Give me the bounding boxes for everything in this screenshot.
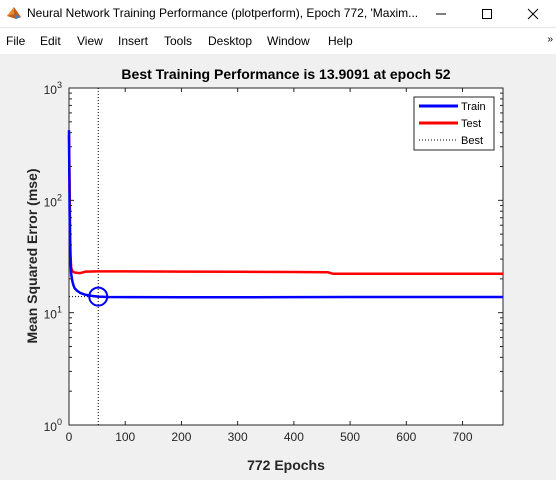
x-tick-label: 500 bbox=[340, 430, 360, 444]
menu-bar: File Edit View Insert Tools Desktop Wind… bbox=[0, 28, 556, 54]
title-bar: Neural Network Training Performance (plo… bbox=[0, 0, 556, 28]
performance-chart: 0 100 200 300 400 500 600 700 100 101 102 103 Best … bbox=[24, 66, 504, 473]
legend: Train Test Best bbox=[413, 96, 495, 151]
x-tick-label: 100 bbox=[115, 430, 135, 444]
y-tick-label: 103 bbox=[44, 80, 62, 97]
x-tick-label: 600 bbox=[396, 430, 416, 444]
x-tick-label: 200 bbox=[171, 430, 191, 444]
menu-help[interactable]: Help bbox=[328, 34, 353, 48]
x-tick-label: 700 bbox=[453, 430, 473, 444]
menu-file[interactable]: File bbox=[6, 34, 26, 48]
menu-view[interactable]: View bbox=[77, 34, 103, 48]
maximize-button[interactable] bbox=[464, 0, 510, 27]
legend-train-label: Train bbox=[461, 101, 486, 113]
minimize-icon bbox=[436, 13, 446, 14]
best-point-marker bbox=[88, 286, 109, 307]
x-tick-label: 300 bbox=[228, 430, 248, 444]
figure-area: 0 100 200 300 400 500 600 700 100 101 102 103 Best … bbox=[0, 54, 556, 475]
menu-overflow-icon[interactable]: » bbox=[547, 34, 553, 45]
maximize-icon bbox=[482, 8, 492, 19]
menu-desktop[interactable]: Desktop bbox=[208, 34, 253, 48]
series-line-train bbox=[67, 130, 503, 299]
x-tick-label: 0 bbox=[66, 430, 73, 444]
close-button[interactable] bbox=[510, 0, 556, 27]
matlab-logo-icon bbox=[7, 7, 21, 19]
legend-test-label: Test bbox=[461, 118, 481, 130]
menu-insert[interactable]: Insert bbox=[118, 34, 149, 48]
legend-best-label: Best bbox=[461, 135, 483, 147]
chart-title: Best Training Performance is 13.9091 at … bbox=[121, 66, 450, 82]
x-tick-label: 400 bbox=[284, 430, 304, 444]
menu-edit[interactable]: Edit bbox=[40, 34, 61, 48]
y-tick-label: 102 bbox=[44, 192, 62, 209]
x-axis-label: 772 Epochs bbox=[247, 457, 325, 473]
close-icon bbox=[527, 8, 539, 19]
y-axis-label: Mean Squared Error (mse) bbox=[24, 168, 40, 343]
y-tick-label: 101 bbox=[44, 305, 62, 322]
y-tick-label: 100 bbox=[44, 417, 62, 434]
minimize-button[interactable] bbox=[418, 0, 464, 27]
menu-window[interactable]: Window bbox=[267, 34, 310, 48]
menu-tools[interactable]: Tools bbox=[164, 34, 193, 48]
window-title: Neural Network Training Performance (plo… bbox=[27, 6, 417, 20]
